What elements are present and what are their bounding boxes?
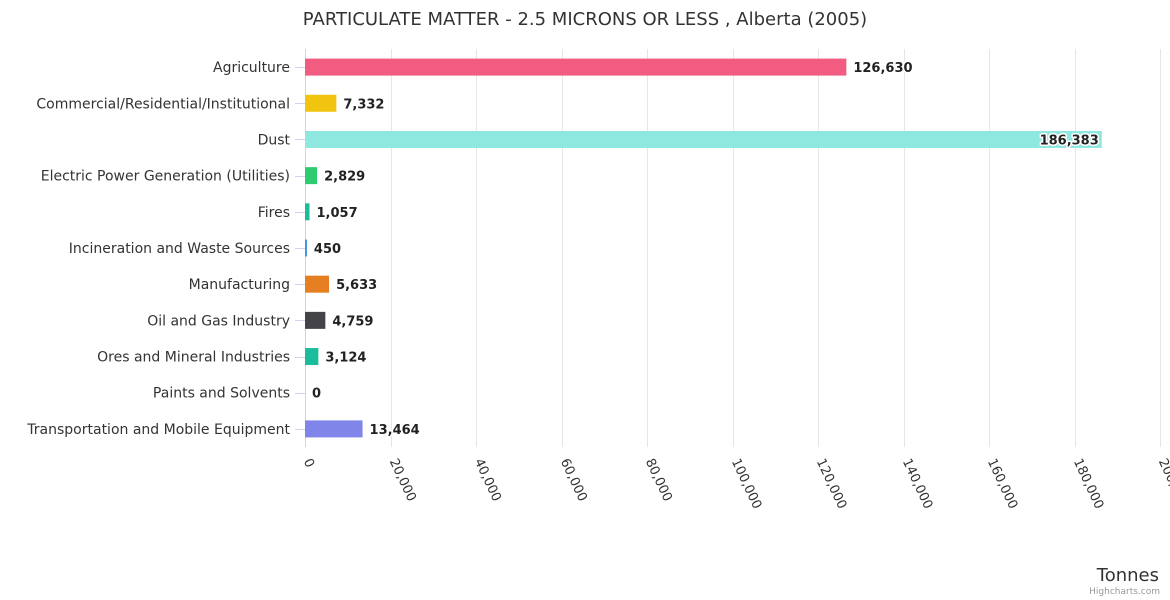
data-label: 5,633 [336, 278, 377, 293]
gridlines [295, 49, 1161, 447]
category-label: Manufacturing [189, 277, 290, 293]
x-axis-title: Tonnes [1096, 565, 1159, 586]
category-label: Transportation and Mobile Equipment [26, 422, 290, 438]
category-label: Incineration and Waste Sources [69, 241, 290, 257]
category-label: Commercial/Residential/Institutional [36, 96, 290, 112]
category-labels: Agriculture Commercial/Residential/Instit… [26, 60, 290, 438]
data-label: 126,630 [853, 61, 912, 76]
data-label: 7,332 [343, 97, 384, 112]
data-label: 13,464 [370, 423, 420, 438]
category-label: Electric Power Generation (Utilities) [41, 169, 290, 185]
data-label: 186,383 [1040, 133, 1099, 148]
data-labels: 126,630 7,332 186,383 2,829 1,057 450 5,633 4,7… [311, 60, 1101, 440]
data-label: 3,124 [325, 351, 366, 366]
data-label: 450 [314, 242, 341, 257]
bar[interactable] [305, 348, 319, 366]
data-label: 4,759 [332, 314, 373, 329]
bar[interactable] [305, 420, 363, 438]
bar[interactable] [305, 275, 330, 293]
data-label: 2,829 [324, 170, 365, 185]
data-label: 1,057 [317, 206, 358, 221]
category-label: Ores and Mineral Industries [97, 350, 290, 366]
category-label: Oil and Gas Industry [147, 313, 290, 329]
credits-link[interactable]: Highcharts.com [1089, 587, 1160, 597]
category-label: Dust [258, 132, 291, 148]
category-label: Fires [258, 205, 290, 221]
bar[interactable] [305, 167, 318, 185]
bar[interactable] [305, 94, 337, 112]
bar[interactable] [305, 58, 847, 76]
bar[interactable] [305, 203, 310, 221]
chart-title: PARTICULATE MATTER - 2.5 MICRONS OR LESS… [303, 9, 867, 30]
bars [305, 58, 1102, 438]
bar[interactable] [305, 239, 307, 257]
bar[interactable] [305, 130, 1102, 148]
category-label: Paints and Solvents [153, 386, 290, 402]
data-label: 0 [312, 387, 321, 402]
category-label: Agriculture [213, 60, 290, 76]
bar[interactable] [305, 311, 326, 329]
